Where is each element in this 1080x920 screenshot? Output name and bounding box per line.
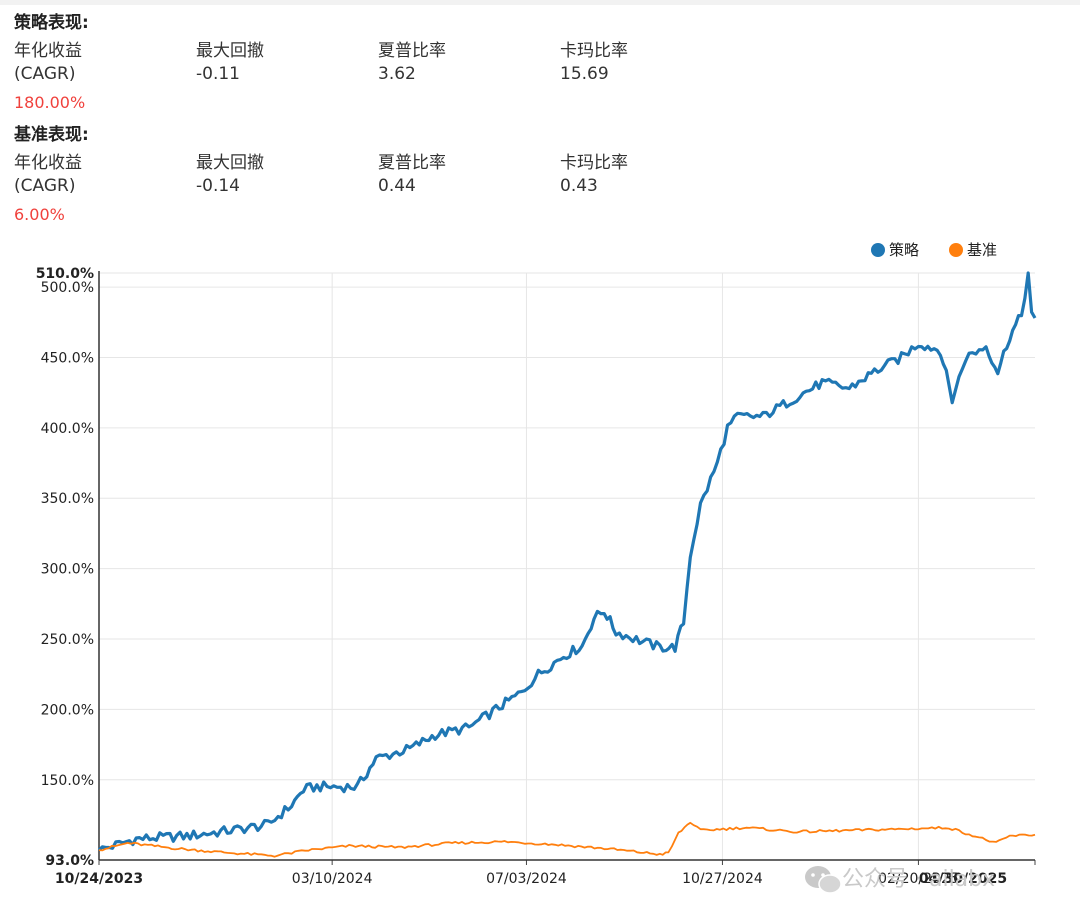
benchmark-mdd-label: 最大回撤 [196,153,264,173]
y-tick-label: 500.0% [41,280,94,296]
strategy-cagr-label: 年化收益 [14,41,82,61]
y-tick-label: 300.0% [41,562,94,578]
top-divider [0,0,1080,5]
series-layer [97,271,1037,858]
y-tick-label: 150.0% [41,773,94,789]
y-tick-label: 450.0% [41,350,94,366]
strategy-calmar-label: 卡玛比率 [560,41,628,61]
benchmark-sharpe-value: 0.44 [378,176,416,196]
series-line-strategy[interactable] [97,271,1037,852]
strategy-cagr-sublabel: (CAGR) [14,64,76,84]
strategy-mdd-label: 最大回撤 [196,41,264,61]
legend-swatch [871,243,885,257]
x-tick-label: 03/10/2024 [292,871,373,887]
strategy-cagr-value: 180.00% [14,93,86,112]
legend[interactable]: 策略 基准 [871,241,997,259]
benchmark-calmar-value: 0.43 [560,176,598,196]
axis-layer: 510.0%500.0% 450.0% 400.0% 350.0% 300.0% 250.… [36,266,1036,887]
watermark: 公众号 · ailabx [805,866,995,894]
watermark-text: 公众号 · ailabx [842,867,995,892]
x-tick-label: 10/27/2024 [682,871,763,887]
series-line-benchmark[interactable] [98,821,1036,858]
legend-swatch [949,243,963,257]
benchmark-cagr-sublabel: (CAGR) [14,176,76,196]
y-tick-label: 400.0% [41,421,94,437]
x-tick-label: 07/03/2024 [486,871,567,887]
y-tick-label: 200.0% [41,702,94,718]
benchmark-title: 基准表现: [14,125,89,145]
x-tick-label: 02/20/2025 [878,871,959,887]
x-tick-label: 04/30/2025 [919,871,1007,887]
benchmark-calmar-label: 卡玛比率 [560,153,628,173]
benchmark-cagr-value: 6.00% [14,205,65,224]
y-tick-label: 250.0% [41,632,94,648]
equity-curve-chart[interactable]: 510.0%500.0% 450.0% 400.0% 350.0% 300.0% 250.… [0,230,1080,920]
benchmark-mdd-value: -0.14 [196,176,240,196]
legend-item-benchmark[interactable]: 基准 [949,241,997,259]
legend-item-strategy[interactable]: 策略 [871,241,919,259]
strategy-sharpe-value: 3.62 [378,64,416,84]
legend-label: 基准 [967,241,997,259]
grid-layer [99,272,1035,861]
strategy-sharpe-label: 夏普比率 [378,41,446,61]
strategy-calmar-value: 15.69 [560,64,609,84]
benchmark-cagr-label: 年化收益 [14,153,82,173]
y-tick-label: 510.0% [36,266,94,282]
strategy-mdd-value: -0.11 [196,64,240,84]
wechat-icon [805,866,842,894]
strategy-title: 策略表现: [14,13,89,33]
y-tick-label: 93.0% [45,853,94,869]
legend-label: 策略 [889,241,919,259]
x-tick-label: 10/24/2023 [55,871,143,887]
benchmark-sharpe-label: 夏普比率 [378,153,446,173]
y-tick-label: 350.0% [41,491,94,507]
